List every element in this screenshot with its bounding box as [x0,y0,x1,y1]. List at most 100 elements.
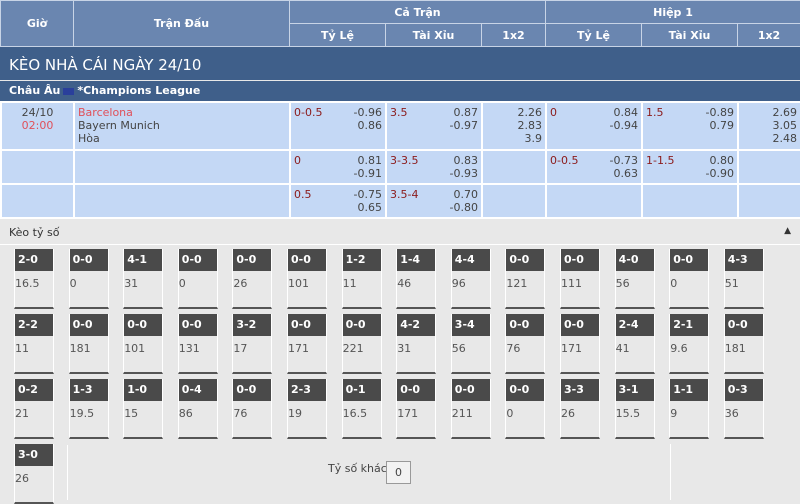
score-label: 0-0 [451,379,490,401]
score-card[interactable]: 0-3 36 [723,379,764,439]
odds-cell: 0-0.5 -0.96 0.86 [289,101,387,151]
score-card[interactable]: 1-2 11 [341,249,382,309]
odds-1x2-cell: 2.26 2.83 3.9 [481,101,547,151]
odds-value[interactable]: 0.81 [357,154,383,167]
odds-value[interactable]: 0.79 [709,119,735,132]
odds-value[interactable]: 2.48 [772,132,798,145]
odds-table: 24/10 02:00 Barcelona Bayern Munich Hòa 0-0… [0,101,800,219]
odds-value[interactable]: 0.84 [613,106,639,119]
score-odds: 21 [15,407,29,420]
score-card[interactable]: 1-1 9 [669,379,710,439]
score-label: 0-0 [724,314,763,336]
odds-value[interactable]: -0.89 [705,106,734,119]
score-odds: 0 [670,277,678,290]
score-label: 0-0 [506,314,545,336]
score-label: 1-2 [342,249,381,271]
odds-value[interactable]: 0.86 [357,119,383,132]
score-label: 4-4 [451,249,490,271]
score-card[interactable]: 3-4 56 [450,314,491,374]
score-card[interactable]: 2-1 9.6 [669,314,710,374]
score-card[interactable]: 3-2 17 [232,314,273,374]
score-card[interactable]: 4-3 51 [723,249,764,309]
score-card[interactable]: 0-0 171 [560,314,600,374]
score-card[interactable]: 3-3 26 [560,379,600,439]
odds-value[interactable]: 2.26 [517,106,543,119]
odds-row: 0.5 -0.75 0.65 3.5-4 0.70 -0.80 [0,183,800,219]
score-card[interactable]: 1-0 15 [123,379,164,439]
score-card[interactable]: 0-0 0 [68,249,109,309]
score-label: 0-0 [178,249,217,271]
odds-value[interactable]: -0.93 [449,167,478,180]
score-card[interactable]: 0-0 0 [669,249,710,309]
score-card[interactable]: 0-0 76 [505,314,546,374]
other-score-value[interactable]: 0 [386,461,411,484]
score-card[interactable]: 4-1 31 [123,249,164,309]
odds-value[interactable]: 0.83 [453,154,479,167]
score-card[interactable]: 0-0 26 [232,249,273,309]
score-card[interactable]: 0-0 101 [287,249,327,309]
score-card[interactable]: 2-0 16.5 [14,249,54,309]
odds-cell: 0 0.81 -0.91 [289,149,387,185]
home-team[interactable]: Barcelona [78,106,133,119]
score-card[interactable]: 0-2 21 [14,379,54,439]
score-odds: 9 [670,407,678,420]
odds-value[interactable]: -0.97 [449,119,478,132]
score-card[interactable]: 0-0 121 [505,249,546,309]
correct-score-header[interactable]: Kèo tỷ số ▲ [0,217,800,245]
score-card[interactable]: 0-0 221 [341,314,382,374]
score-label: 0-0 [288,249,326,271]
score-card[interactable]: 3-0 26 [14,444,54,504]
odds-value[interactable]: -0.80 [449,201,478,214]
odds-value[interactable]: 2.83 [517,119,543,132]
score-card[interactable]: 0-0 101 [123,314,164,374]
odds-header: Giờ Trận Đấu Cả Trận Hiệp 1 Tỷ Lệ Tài Xỉu 1x2… [0,0,800,47]
score-card[interactable]: 3-1 15.5 [614,379,655,439]
odds-value[interactable]: -0.90 [705,167,734,180]
odds-value[interactable]: -0.94 [609,119,638,132]
odds-value[interactable]: -0.96 [353,106,382,119]
score-card[interactable]: 0-0 171 [287,314,327,374]
score-card[interactable]: 0-4 86 [177,379,218,439]
score-card[interactable]: 2-4 41 [614,314,655,374]
caret-up-icon[interactable]: ▲ [784,226,791,236]
score-card[interactable]: 0-0 0 [505,379,546,439]
away-team[interactable]: Bayern Munich [78,119,160,132]
score-card[interactable]: 0-0 181 [68,314,109,374]
odds-row: 24/10 02:00 Barcelona Bayern Munich Hòa 0-0… [0,101,800,151]
odds-value[interactable]: -0.73 [609,154,638,167]
score-odds: 16.5 [342,407,368,420]
score-card[interactable]: 2-2 11 [14,314,54,374]
odds-value[interactable]: 0.80 [709,154,735,167]
league-name[interactable]: *Champions League [77,84,201,97]
odds-value[interactable]: -0.91 [353,167,382,180]
score-card[interactable]: 0-0 111 [560,249,600,309]
score-label: 0-0 [288,314,326,336]
odds-value[interactable]: -0.75 [353,188,382,201]
score-card[interactable]: 4-4 96 [450,249,491,309]
score-card[interactable]: 0-0 171 [396,379,437,439]
score-label: 0-4 [178,379,217,401]
score-card[interactable]: 1-3 19.5 [68,379,109,439]
odds-value[interactable]: 0.87 [453,106,479,119]
score-label: 0-3 [724,379,763,401]
score-card[interactable]: 0-0 76 [232,379,273,439]
score-card[interactable]: 0-1 16.5 [341,379,382,439]
score-card[interactable]: 0-0 131 [177,314,218,374]
score-card[interactable]: 0-0 0 [177,249,218,309]
page-title: KÈO NHÀ CÁI NGÀY 24/10 [0,47,800,80]
odds-value[interactable]: 0.70 [453,188,479,201]
score-card[interactable]: 4-2 31 [396,314,437,374]
score-card[interactable]: 4-0 56 [614,249,655,309]
score-odds: 101 [288,277,309,290]
odds-value[interactable]: 0.63 [613,167,639,180]
score-card[interactable]: 0-0 211 [450,379,491,439]
odds-value[interactable]: 3.05 [772,119,798,132]
odds-value[interactable]: 2.69 [772,106,798,119]
score-card[interactable]: 1-4 46 [396,249,437,309]
col-gio: Giờ [0,0,74,47]
score-label: 2-4 [615,314,654,336]
odds-value[interactable]: 3.9 [524,132,543,145]
score-card[interactable]: 0-0 181 [723,314,764,374]
score-card[interactable]: 2-3 19 [287,379,327,439]
odds-value[interactable]: 0.65 [357,201,383,214]
